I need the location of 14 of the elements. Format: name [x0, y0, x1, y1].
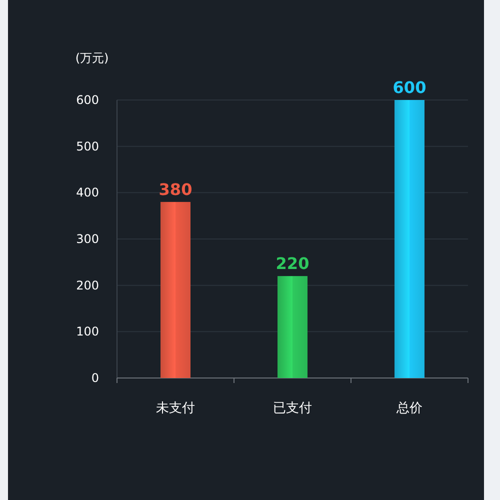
y-tick-label: 0	[91, 371, 99, 385]
x-tick-label: 总价	[396, 401, 422, 416]
y-tick-label: 600	[76, 93, 99, 107]
y-tick-label: 300	[76, 232, 99, 246]
data-label: 220	[276, 254, 310, 274]
data-label: 380	[158, 180, 192, 199]
y-tick-label: 500	[76, 139, 99, 154]
data-label: 600	[392, 78, 426, 97]
x-tick-label: 已支付	[273, 401, 312, 416]
y-tick-label: 100	[76, 324, 99, 339]
y-axis-title: (万元)	[75, 51, 109, 65]
y-tick-label: 200	[76, 278, 99, 292]
y-tick-label: 400	[76, 186, 99, 200]
x-tick-label: 未支付	[156, 401, 195, 416]
